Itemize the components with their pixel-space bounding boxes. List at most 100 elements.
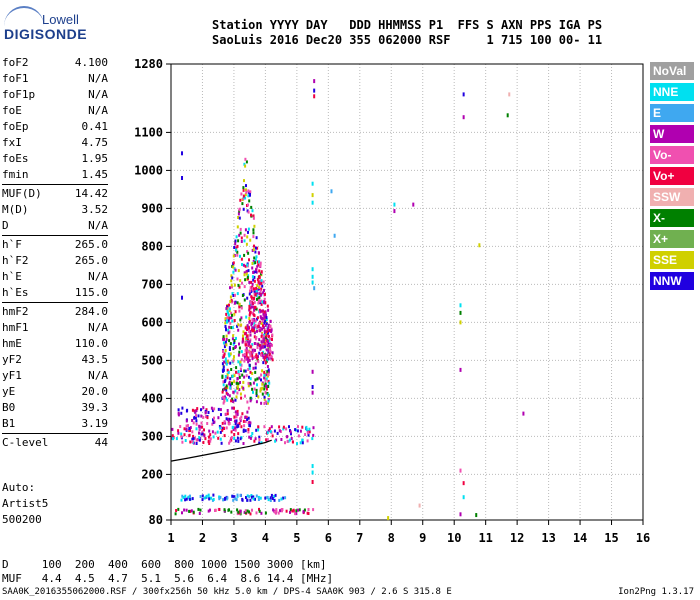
echo-point <box>260 281 263 285</box>
echo-point <box>289 510 291 514</box>
echo-point <box>254 323 257 327</box>
echo-point <box>239 509 242 513</box>
echo-point <box>330 189 333 194</box>
echo-point <box>232 399 235 403</box>
echo-point <box>254 348 256 352</box>
param-value: 110.0 <box>74 337 108 350</box>
echo-point <box>228 508 230 512</box>
echo-point <box>221 375 224 379</box>
echo-point <box>307 431 309 435</box>
echo-point <box>234 398 237 402</box>
echo-point <box>311 200 314 205</box>
echo-point <box>253 308 256 312</box>
echo-point <box>239 392 242 396</box>
echo-point <box>295 509 298 513</box>
echo-point <box>227 371 230 374</box>
echo-point <box>270 425 273 429</box>
echo-point <box>185 409 188 413</box>
echo-point <box>259 315 262 319</box>
echo-point <box>208 435 210 439</box>
echo-point <box>251 275 254 279</box>
echo-point <box>223 354 226 358</box>
echo-point <box>224 375 227 378</box>
param-label: MUF(D) <box>2 187 42 200</box>
echo-point <box>257 395 260 399</box>
echo-point <box>258 299 260 303</box>
echo-point <box>252 214 255 218</box>
echo-point <box>247 251 250 255</box>
echo-point <box>312 426 315 430</box>
x-tick-label: 8 <box>388 531 395 545</box>
param-label: yF1 <box>2 369 22 382</box>
echo-point <box>192 434 195 438</box>
x-tick-label: 6 <box>325 531 332 545</box>
echo-point <box>284 441 286 445</box>
echo-point <box>257 495 260 499</box>
x-tick-label: 11 <box>478 531 492 545</box>
param-value: N/A <box>88 88 108 101</box>
echo-point <box>224 321 227 325</box>
echo-point <box>252 329 255 332</box>
echo-point <box>248 199 251 203</box>
echo-point <box>313 94 316 99</box>
echo-point <box>459 320 462 325</box>
echo-point <box>225 386 228 390</box>
echo-point <box>223 427 226 430</box>
echo-point <box>187 424 189 428</box>
echo-point <box>269 430 272 434</box>
echo-point <box>282 425 285 429</box>
echo-point <box>268 338 271 342</box>
echo-point <box>242 194 245 198</box>
echo-point <box>225 320 228 324</box>
echo-point <box>282 496 285 500</box>
echo-point <box>238 373 241 377</box>
echo-point <box>292 508 295 512</box>
echo-point <box>235 366 238 370</box>
echo-point <box>273 495 276 498</box>
echo-point <box>263 384 266 388</box>
echo-point <box>245 347 248 350</box>
echo-point <box>195 442 198 445</box>
legend-entry-ssw: SSW <box>650 188 694 206</box>
echo-point <box>228 394 231 398</box>
echo-point <box>234 419 236 423</box>
echo-point <box>245 160 248 164</box>
echo-point <box>251 282 254 286</box>
echo-point <box>263 297 266 301</box>
echo-point <box>236 384 239 388</box>
echo-point <box>311 470 314 475</box>
param-label: foEs <box>2 152 29 165</box>
echo-point <box>248 307 251 311</box>
echo-point <box>219 408 222 412</box>
echo-point <box>256 329 258 333</box>
echo-point <box>218 508 221 511</box>
echo-point <box>266 431 269 435</box>
echo-point <box>260 279 263 283</box>
echo-point <box>240 240 243 243</box>
logo-line1: Lowell <box>42 12 79 27</box>
echo-point <box>196 407 199 411</box>
echo-point <box>271 358 274 362</box>
echo-point <box>249 333 252 337</box>
echo-point <box>252 497 255 501</box>
echo-point <box>257 251 260 255</box>
echo-point <box>393 202 396 207</box>
echo-point <box>258 322 261 325</box>
y-tick-label: 200 <box>141 467 163 481</box>
echo-point <box>226 496 229 500</box>
param-divider <box>2 433 108 434</box>
echo-point <box>230 510 233 514</box>
echo-point <box>229 300 232 303</box>
echo-point <box>236 301 239 305</box>
param-row: M(D) 3.52 <box>2 202 108 218</box>
echo-point <box>261 327 263 331</box>
polarization-legend: NoVal NNE E W Vo- Vo+ SSW X- X+ SSE NNW <box>650 62 694 293</box>
param-value: 1.95 <box>81 152 109 165</box>
echo-point <box>201 430 204 434</box>
echo-point <box>211 409 214 413</box>
echo-point <box>225 417 228 421</box>
echo-point <box>266 327 269 331</box>
echo-point <box>223 420 226 424</box>
echo-point <box>259 261 262 265</box>
